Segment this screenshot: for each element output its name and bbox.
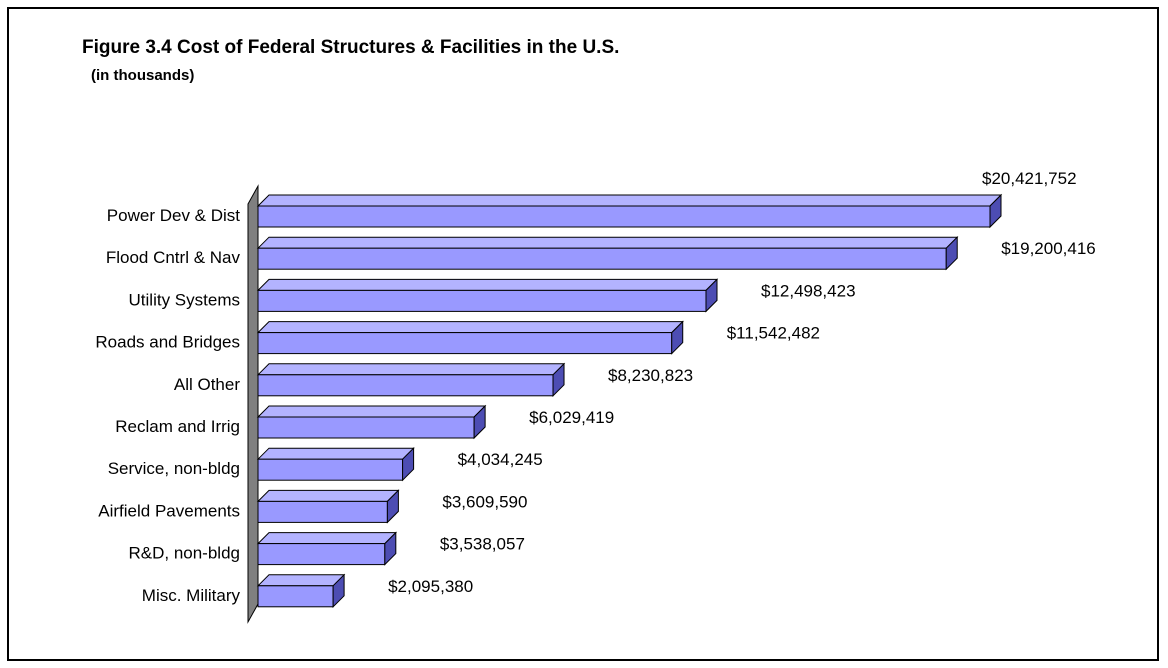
category-label: Utility Systems — [129, 290, 240, 309]
bar-top-face — [256, 236, 959, 249]
data-label: $8,230,823 — [608, 366, 693, 385]
bar — [256, 320, 684, 355]
data-label: $12,498,423 — [761, 281, 856, 300]
bar-side-face — [473, 404, 486, 440]
bar-front-face — [257, 458, 404, 481]
bar-top-face — [256, 532, 398, 545]
data-label: $3,609,590 — [442, 492, 527, 511]
data-label: $2,095,380 — [388, 577, 473, 596]
bar-side-face — [552, 362, 565, 398]
category-label: Roads and Bridges — [95, 333, 240, 352]
bar-top-face — [256, 363, 566, 376]
data-label: $19,200,416 — [1001, 239, 1096, 258]
bar-side-face — [402, 446, 415, 482]
bar — [256, 489, 400, 524]
chart-title: Figure 3.4 Cost of Federal Structures & … — [82, 37, 620, 58]
category-label: Service, non-bldg — [108, 459, 240, 478]
bar-side-face — [384, 531, 397, 566]
bar-side-face — [945, 235, 958, 271]
category-label: Misc. Military — [142, 586, 241, 605]
data-labels: $20,421,752 $19,200,416 $12,498,423 $11,542… — [388, 169, 1096, 596]
bar — [256, 446, 415, 482]
back-wall — [247, 184, 259, 624]
bar-front-face — [257, 332, 673, 355]
bar-front-face — [257, 247, 947, 270]
category-label: Flood Cntrl & Nav — [106, 248, 241, 267]
bar-side-face — [705, 278, 718, 313]
bar-side-face — [332, 573, 345, 609]
bar-side-face — [671, 320, 684, 355]
category-label: Airfield Pavements — [98, 501, 240, 520]
bar-series — [256, 193, 1003, 609]
category-label: Reclam and Irrig — [115, 417, 240, 436]
chart-subtitle: (in thousands) — [91, 67, 195, 84]
bar — [256, 235, 959, 271]
bar — [256, 531, 398, 566]
bar-front-face — [257, 543, 386, 566]
bar-top-face — [256, 194, 1003, 207]
bar — [256, 362, 566, 398]
bar-side-face — [386, 489, 399, 524]
category-label: Power Dev & Dist — [107, 206, 240, 225]
bar-top-face — [256, 321, 684, 334]
category-label: All Other — [174, 375, 240, 394]
bar-front-face — [257, 374, 554, 397]
bar-front-face — [257, 416, 475, 439]
bar — [256, 193, 1003, 229]
bar-top-face — [256, 489, 400, 502]
bar-top-face — [256, 405, 487, 418]
bar-side-face — [989, 193, 1002, 229]
bar — [256, 573, 346, 609]
bar — [256, 278, 719, 313]
data-label: $11,542,482 — [727, 324, 820, 343]
bar-front-face — [257, 500, 388, 523]
bar-front-face — [257, 585, 334, 608]
bar-front-face — [257, 289, 707, 312]
bar-top-face — [256, 447, 415, 460]
data-label: $6,029,419 — [529, 408, 614, 427]
bar-top-face — [256, 278, 719, 291]
data-label: $20,421,752 — [982, 169, 1077, 188]
category-label: R&D, non-bldg — [128, 544, 240, 563]
chart-back-wall — [247, 184, 259, 624]
bar — [256, 404, 487, 440]
data-label: $4,034,245 — [458, 450, 543, 469]
data-label: $3,538,057 — [440, 535, 525, 554]
bar-front-face — [257, 205, 991, 228]
category-axis-labels: Power Dev & Dist Flood Cntrl & Nav Utility… — [95, 206, 240, 605]
bar-top-face — [256, 574, 346, 587]
